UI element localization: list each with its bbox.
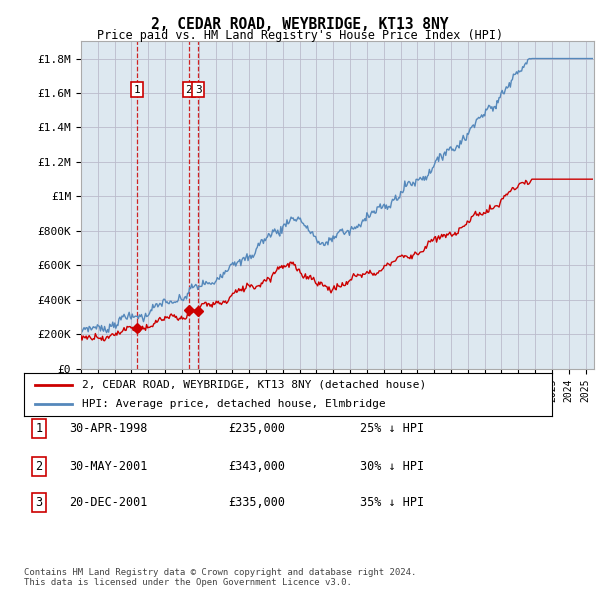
Text: 1: 1 [134, 84, 140, 94]
Text: 25% ↓ HPI: 25% ↓ HPI [360, 422, 424, 435]
Text: 20-DEC-2001: 20-DEC-2001 [69, 496, 148, 509]
Text: 30-APR-1998: 30-APR-1998 [69, 422, 148, 435]
Text: 30% ↓ HPI: 30% ↓ HPI [360, 460, 424, 473]
Text: 2: 2 [35, 460, 43, 473]
Text: Contains HM Land Registry data © Crown copyright and database right 2024.
This d: Contains HM Land Registry data © Crown c… [24, 568, 416, 587]
Text: 2: 2 [185, 84, 193, 94]
Text: £335,000: £335,000 [228, 496, 285, 509]
Text: 2, CEDAR ROAD, WEYBRIDGE, KT13 8NY: 2, CEDAR ROAD, WEYBRIDGE, KT13 8NY [151, 17, 449, 31]
Text: 1: 1 [35, 422, 43, 435]
Text: £343,000: £343,000 [228, 460, 285, 473]
Text: Price paid vs. HM Land Registry's House Price Index (HPI): Price paid vs. HM Land Registry's House … [97, 30, 503, 42]
Text: 30-MAY-2001: 30-MAY-2001 [69, 460, 148, 473]
Text: HPI: Average price, detached house, Elmbridge: HPI: Average price, detached house, Elmb… [82, 399, 386, 409]
Text: 3: 3 [195, 84, 202, 94]
Text: £235,000: £235,000 [228, 422, 285, 435]
Text: 3: 3 [35, 496, 43, 509]
Text: 35% ↓ HPI: 35% ↓ HPI [360, 496, 424, 509]
Text: 2, CEDAR ROAD, WEYBRIDGE, KT13 8NY (detached house): 2, CEDAR ROAD, WEYBRIDGE, KT13 8NY (deta… [82, 380, 427, 390]
